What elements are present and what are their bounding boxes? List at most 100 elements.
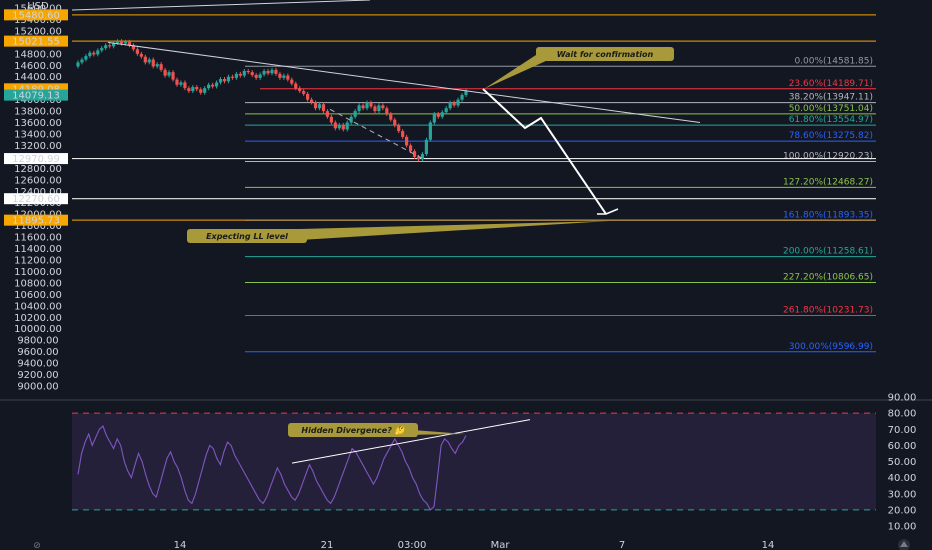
candle-body: [436, 113, 440, 117]
price-label-value: 12270.60: [12, 194, 60, 205]
candle-body: [254, 75, 258, 78]
candle-body: [123, 41, 128, 44]
rsi-tick-label: 80.00: [888, 409, 917, 420]
rsi-band-fill: [72, 413, 876, 510]
candle-body: [448, 102, 452, 109]
candle-body: [80, 59, 84, 63]
price-tick-label: 11400.00: [14, 244, 62, 255]
candle-body: [428, 122, 432, 140]
price-label-tag: [4, 35, 68, 47]
drawing-tools[interactable]: Wait for confirmation Expecting LL level: [71, 0, 701, 243]
callout-hidden-divergence[interactable]: [288, 423, 418, 437]
time-tick-label: 14: [174, 540, 187, 550]
candle-body: [88, 52, 92, 57]
price-tick-label: 13200.00: [14, 141, 62, 152]
horizontal-lines[interactable]: [72, 14, 876, 221]
time-axis[interactable]: 2142103:00Mar71421: [34, 540, 911, 550]
tradingview-logo-icon[interactable]: [898, 539, 910, 550]
candle-body: [84, 56, 88, 60]
price-tick-label: 14600.00: [14, 61, 62, 72]
candle-body: [191, 87, 195, 92]
candle-body: [278, 73, 282, 78]
candle-body: [183, 82, 187, 89]
candle-body: [270, 69, 274, 74]
price-tick-label: 9200.00: [17, 370, 58, 381]
time-tick-label: 21: [321, 540, 334, 550]
fib-level-label: 261.80%(10231.73): [783, 305, 873, 315]
candle-body: [393, 119, 397, 126]
candle-body: [115, 41, 120, 43]
fib-level-label: 227.20%(10806.65): [783, 273, 873, 283]
candle-body: [92, 52, 96, 55]
price-tick-label: 10600.00: [14, 290, 62, 301]
price-tick-label: 10200.00: [14, 313, 62, 324]
callout-wait-confirmation-text: Wait for confirmation: [557, 50, 654, 59]
callout-wait-confirmation[interactable]: [536, 47, 674, 61]
descending-trend-line[interactable]: [107, 41, 701, 124]
candle-body: [408, 145, 413, 152]
candlestick-series: [76, 39, 468, 162]
fib-level-label: 78.60%(13275.82): [789, 131, 873, 141]
price-label-value: 15021.55: [12, 37, 60, 48]
arrow-head-icon: [597, 208, 619, 215]
candle-body: [242, 71, 246, 76]
scroll-marker-icon[interactable]: ⊘: [33, 541, 41, 550]
candle-body: [104, 45, 108, 49]
candle-body: [131, 45, 136, 50]
price-label-value: 15480.60: [12, 10, 60, 21]
candle-body: [432, 113, 436, 123]
price-tick-label: 13600.00: [14, 118, 62, 129]
top-trend-line[interactable]: [71, 0, 371, 11]
candle-body: [135, 49, 139, 54]
divergence-trend-line[interactable]: [291, 419, 531, 464]
candle-body: [282, 75, 286, 78]
price-label-tag: [4, 214, 68, 226]
price-tick-label: 12600.00: [14, 175, 62, 186]
candle-body: [119, 41, 124, 44]
candle-body: [373, 106, 377, 112]
fib-level-label: 300.00%(9596.99): [789, 342, 873, 352]
price-label-tag: [4, 83, 68, 95]
candle-body: [365, 102, 369, 109]
candle-body: [234, 73, 238, 78]
price-tick-label: 9800.00: [17, 336, 58, 347]
rsi-tick-label: 10.00: [888, 522, 917, 533]
price-tick-label: 13800.00: [14, 107, 62, 118]
candle-body: [385, 108, 389, 114]
fib-level-label: 127.20%(12468.27): [783, 177, 873, 187]
callout-expecting-ll-text: Expecting LL level: [206, 232, 288, 241]
candle-body: [460, 95, 464, 100]
candle-body: [230, 76, 235, 78]
price-tick-label: 13400.00: [14, 130, 62, 141]
candle-body: [76, 62, 80, 67]
fib-level-label: 23.60%(14189.71): [789, 79, 873, 89]
candle-body: [96, 50, 100, 55]
price-tick-label: 10400.00: [14, 301, 62, 312]
candle-body: [250, 72, 254, 76]
candle-body: [199, 89, 203, 93]
time-tick-label: 14: [762, 540, 775, 550]
candle-body: [127, 41, 132, 46]
candle-body: [306, 93, 310, 100]
projected-path-arrow[interactable]: [482, 88, 607, 215]
candle-body: [381, 105, 385, 109]
price-tick-label: 11800.00: [14, 221, 62, 232]
candle-body: [112, 42, 116, 47]
candle-body: [266, 71, 270, 74]
candle-body: [456, 99, 460, 106]
candle-body: [139, 53, 143, 57]
candle-body: [325, 111, 330, 117]
time-tick-label: Mar: [491, 540, 511, 550]
rsi-tick-label: 30.00: [888, 489, 917, 500]
rsi-tick-label: 60.00: [888, 441, 917, 452]
candle-body: [290, 79, 294, 84]
price-tick-label: 11200.00: [14, 256, 62, 267]
candle-body: [337, 124, 341, 129]
candle-body: [341, 124, 345, 130]
candle-body: [163, 69, 167, 76]
candle-body: [357, 105, 361, 112]
candle-body: [171, 72, 175, 80]
candle-body: [258, 74, 262, 78]
callout-expecting-ll[interactable]: [187, 229, 307, 243]
